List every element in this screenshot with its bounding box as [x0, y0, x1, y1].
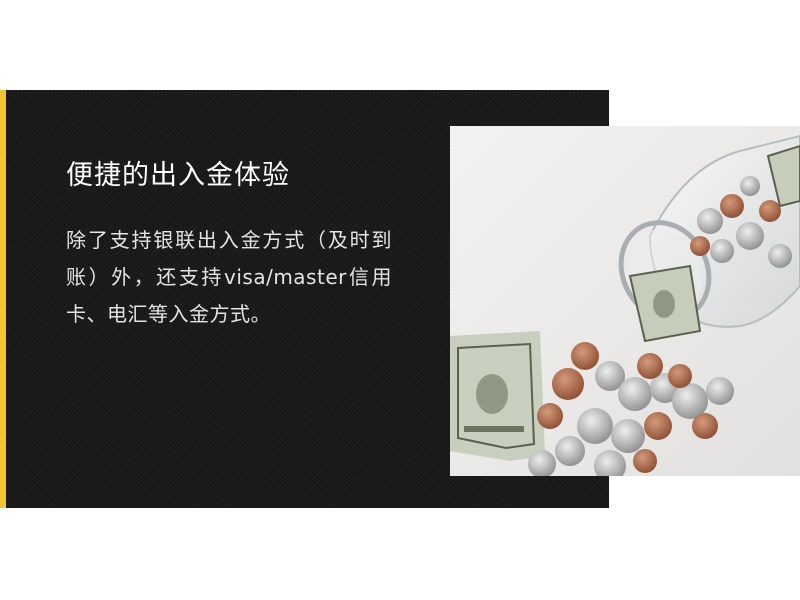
coin-jar-illustration [450, 126, 800, 476]
dollar-bill-left [450, 331, 545, 461]
coins-in-jar [690, 176, 792, 268]
slide-body-text: 除了支持银联出入金方式（及时到账）外，还支持visa/master信用卡、电汇等… [66, 228, 392, 326]
slide-title: 便捷的出入金体验 [66, 160, 290, 191]
spilled-coins [528, 342, 734, 476]
dollar-bill-rolled [628, 144, 800, 343]
coin-jar-photo [450, 126, 800, 476]
accent-bar [0, 90, 6, 508]
